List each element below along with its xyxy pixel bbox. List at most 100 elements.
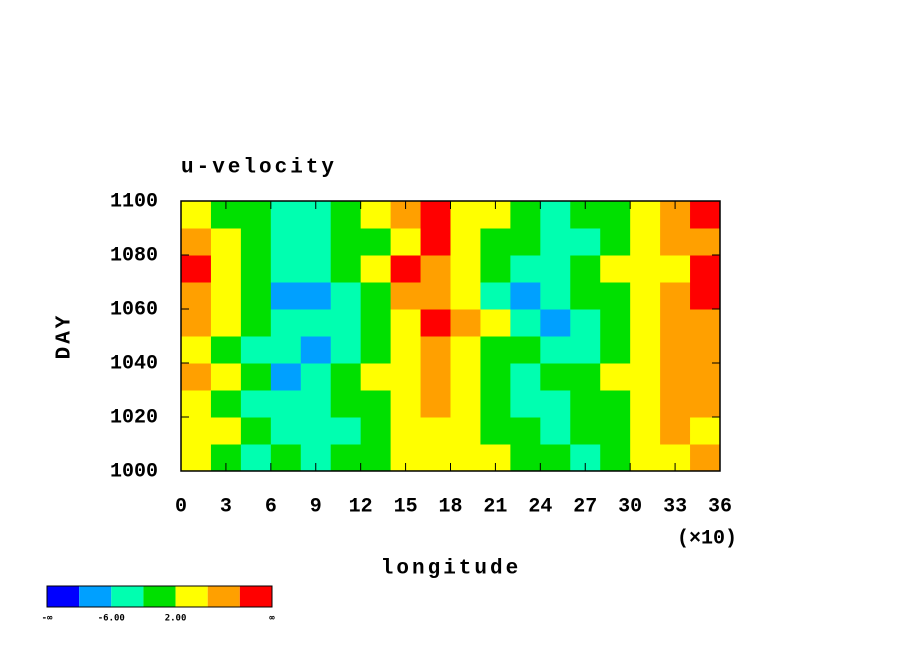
heat-cell — [600, 444, 631, 472]
heat-cell — [210, 309, 242, 337]
heat-cell — [660, 228, 691, 256]
heat-cell — [300, 417, 332, 445]
x-axis-label: longitude — [381, 558, 521, 581]
heat-cell — [390, 363, 422, 391]
heat-cell — [360, 417, 392, 445]
heat-cell — [630, 228, 661, 256]
heat-cell — [690, 201, 721, 229]
heat-cell — [600, 417, 631, 445]
heat-cell — [330, 255, 362, 283]
colorbar-swatch — [111, 586, 144, 607]
heat-cell — [240, 417, 272, 445]
heat-cell — [630, 309, 661, 337]
heat-cell — [450, 201, 481, 229]
heat-cell — [390, 417, 422, 445]
heat-cell — [270, 282, 302, 310]
heat-cell — [600, 201, 631, 229]
heat-cell — [600, 390, 631, 418]
heat-cell — [660, 336, 691, 364]
x-tick-label: 36 — [708, 495, 732, 518]
heat-cell — [300, 228, 332, 256]
heat-cell — [240, 363, 272, 391]
heat-cell — [360, 390, 392, 418]
heat-cell — [240, 255, 272, 283]
heat-cell — [540, 309, 571, 337]
heat-cell — [570, 417, 601, 445]
heat-cell — [690, 390, 721, 418]
heat-cell — [420, 228, 451, 256]
heat-cell — [240, 201, 272, 229]
heat-cell — [450, 363, 481, 391]
heat-cell — [181, 444, 212, 472]
y-tick-label: 1040 — [110, 352, 158, 375]
heat-cell — [181, 309, 212, 337]
heat-cell — [450, 255, 481, 283]
heat-cell — [360, 363, 392, 391]
heat-cell — [390, 336, 422, 364]
heat-cell — [210, 255, 242, 283]
heat-cell — [330, 201, 362, 229]
heat-cell — [630, 390, 661, 418]
heat-cell — [690, 417, 721, 445]
heat-cell — [330, 282, 362, 310]
heat-cell — [570, 255, 601, 283]
heat-cell — [181, 201, 212, 229]
heat-cell — [450, 309, 481, 337]
heat-cell — [450, 417, 481, 445]
heat-cell — [420, 201, 451, 229]
heat-cell — [300, 309, 332, 337]
heat-cell — [240, 390, 272, 418]
heat-cell — [570, 336, 601, 364]
heat-cell — [630, 282, 661, 310]
heat-cell — [660, 309, 691, 337]
heat-cell — [450, 444, 481, 472]
heat-cell — [630, 201, 661, 229]
heat-cell — [300, 282, 332, 310]
heat-cell — [600, 255, 631, 283]
heat-cell — [540, 282, 571, 310]
heat-cell — [690, 282, 721, 310]
heat-cell — [181, 282, 212, 310]
heat-cell — [240, 309, 272, 337]
colorbar-label: ∞ — [269, 614, 275, 624]
heat-cell — [540, 201, 571, 229]
heat-cell — [450, 336, 481, 364]
heat-cell — [360, 228, 392, 256]
heat-cell — [270, 309, 302, 337]
colorbar-swatch — [207, 586, 240, 607]
heat-cell — [270, 255, 302, 283]
heat-cell — [210, 363, 242, 391]
heat-cell — [600, 336, 631, 364]
y-axis-label: DAY — [54, 313, 77, 360]
y-tick-label: 1000 — [110, 460, 158, 483]
x-tick-label: 6 — [265, 495, 277, 518]
heat-cell — [420, 255, 451, 283]
heat-cell — [630, 255, 661, 283]
heat-cell — [330, 417, 362, 445]
heat-cell — [690, 309, 721, 337]
x-tick-label: 21 — [483, 495, 507, 518]
heat-cell — [330, 228, 362, 256]
heat-cell — [210, 282, 242, 310]
x-tick-label: 27 — [573, 495, 597, 518]
colorbar-swatch — [175, 586, 208, 607]
heat-cell — [690, 336, 721, 364]
heat-cell — [420, 282, 451, 310]
heat-cell — [480, 363, 511, 391]
colorbar-swatch — [79, 586, 112, 607]
heat-cell — [420, 363, 451, 391]
heat-cell — [660, 282, 691, 310]
colorbar-swatch — [239, 586, 272, 607]
colorbar-label: 2.00 — [165, 614, 187, 624]
heat-cell — [630, 336, 661, 364]
heat-cell — [600, 228, 631, 256]
heat-cell — [540, 336, 571, 364]
heat-cell — [360, 444, 392, 472]
heat-cell — [630, 363, 661, 391]
heat-cell — [420, 336, 451, 364]
heat-cell — [570, 363, 601, 391]
heat-cell — [181, 390, 212, 418]
heat-cell — [630, 417, 661, 445]
heat-cell — [360, 282, 392, 310]
y-tick-label: 1020 — [110, 406, 158, 429]
